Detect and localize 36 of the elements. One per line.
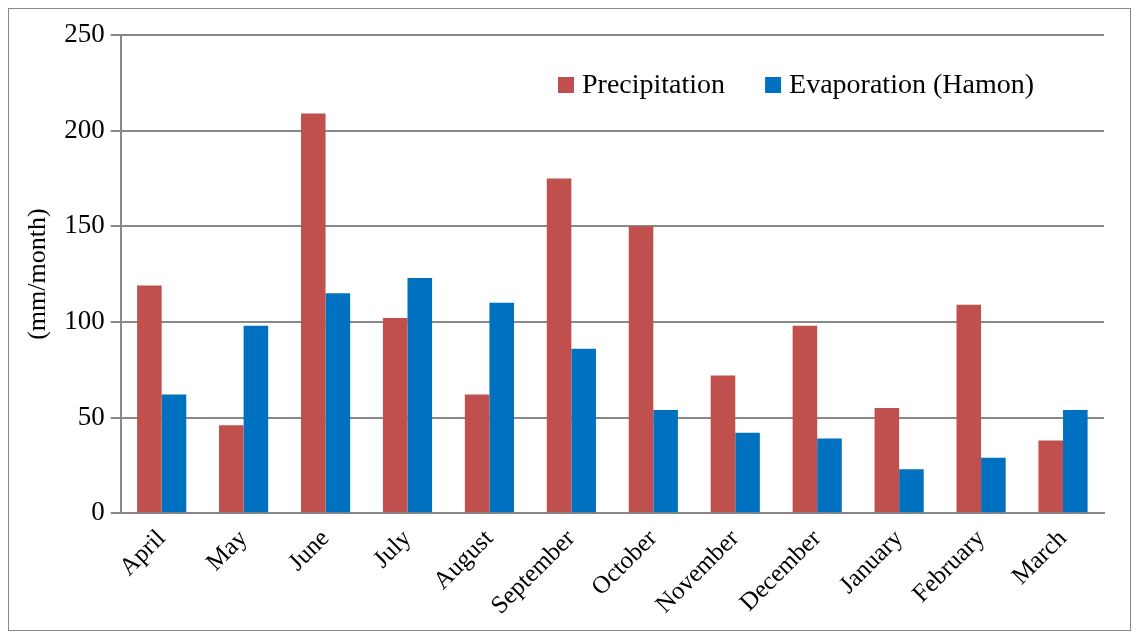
bar	[817, 438, 842, 513]
bar	[219, 425, 244, 513]
bar	[137, 285, 162, 513]
bar	[243, 325, 269, 513]
bar	[464, 394, 490, 513]
bar	[300, 113, 326, 513]
y-axis-title: (mm/month)	[22, 208, 52, 340]
bar	[899, 469, 924, 513]
bar	[653, 409, 678, 513]
bar	[792, 325, 818, 513]
bar	[571, 348, 596, 513]
x-tick-label: May	[200, 523, 253, 576]
bar	[628, 226, 654, 513]
bar	[489, 302, 515, 513]
bar	[382, 318, 408, 513]
legend-label: Precipitation	[582, 68, 726, 100]
y-tick-label: 150	[64, 209, 105, 240]
x-tick-label: July	[367, 523, 417, 573]
bar	[325, 293, 351, 513]
y-tick-label: 0	[91, 496, 105, 527]
y-tick-label: 200	[64, 113, 105, 144]
bar	[161, 394, 187, 513]
bar	[546, 178, 572, 513]
legend-label: Evaporation (Hamon)	[789, 68, 1034, 100]
x-tick-label: June	[282, 523, 334, 576]
bar	[874, 407, 900, 513]
bar	[981, 457, 1006, 513]
y-tick-label: 50	[77, 400, 105, 431]
bar	[1038, 440, 1064, 513]
y-tick-label: 250	[64, 18, 105, 49]
y-tick-label: 100	[64, 305, 105, 336]
bar	[710, 375, 736, 513]
bar	[1063, 409, 1088, 513]
bar	[735, 432, 760, 513]
bar	[956, 304, 982, 513]
bar	[407, 277, 433, 513]
